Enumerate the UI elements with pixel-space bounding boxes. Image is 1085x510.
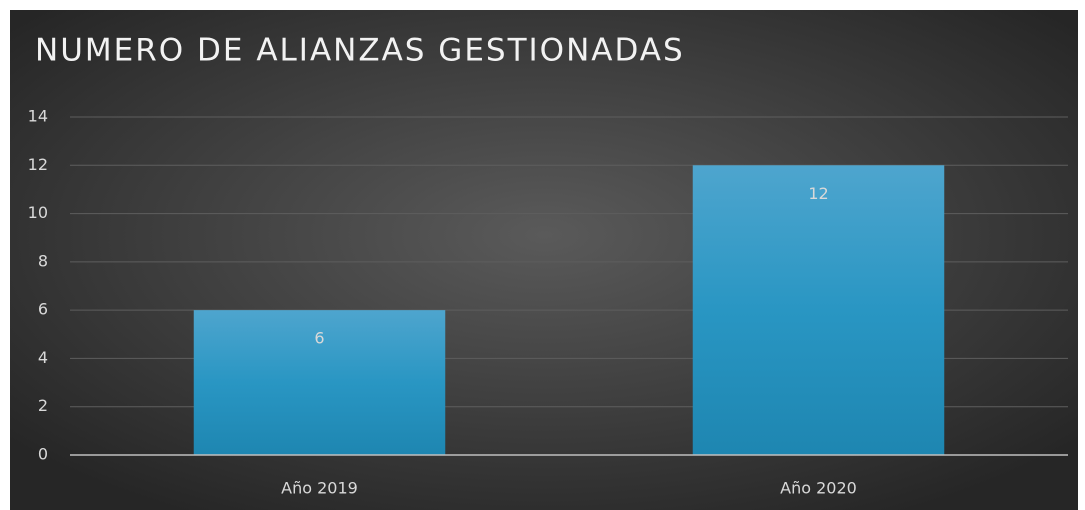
data-label: 12 (808, 184, 828, 203)
x-tick-label: Año 2020 (780, 479, 857, 498)
x-tick-label: Año 2019 (281, 479, 358, 498)
bar (692, 165, 945, 456)
y-tick-label: 6 (38, 300, 48, 319)
data-label: 6 (314, 329, 324, 348)
chart-title: NUMERO DE ALIANZAS GESTIONADAS (35, 33, 685, 69)
y-tick-label: 10 (28, 203, 48, 222)
y-tick-label: 4 (38, 348, 48, 367)
y-tick-label: 0 (38, 445, 48, 464)
bar (193, 310, 446, 455)
y-tick-label: 12 (28, 155, 48, 174)
y-tick-label: 8 (38, 251, 48, 270)
y-tick-label: 14 (28, 107, 48, 126)
y-tick-label: 2 (38, 396, 48, 415)
